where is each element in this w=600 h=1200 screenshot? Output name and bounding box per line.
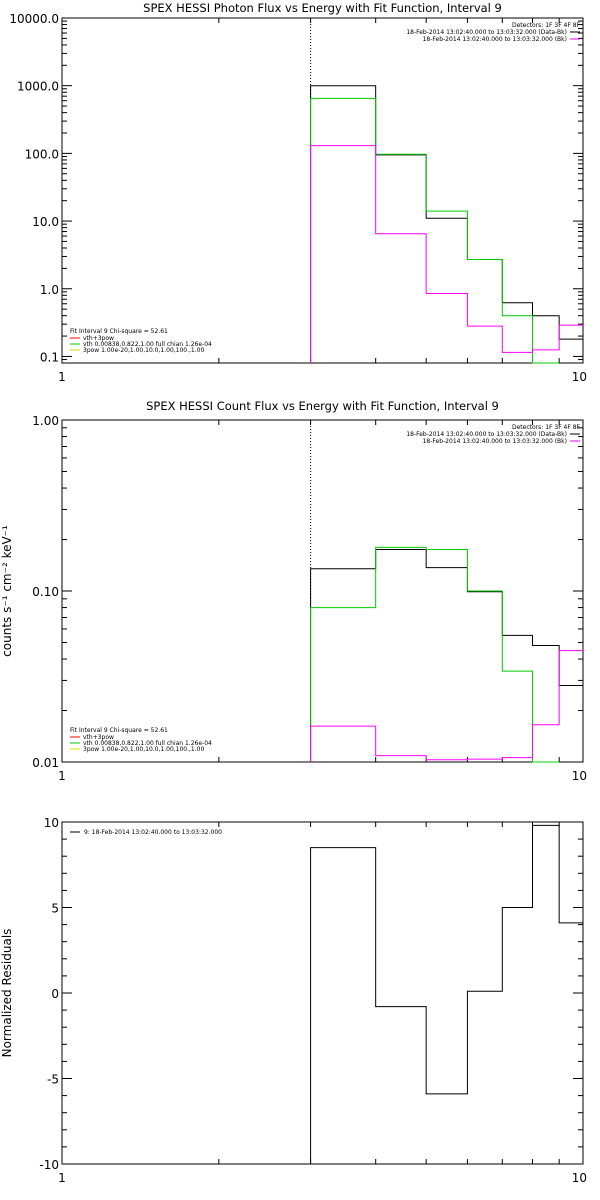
plot-frame	[61, 821, 584, 1165]
x-tick-label: 1	[58, 370, 66, 384]
y-tick-label: 5	[51, 902, 59, 916]
count-flux-panel: SPEX HESSI Count Flux vs Energy with Fit…	[0, 399, 587, 783]
fit-legend-entry: vth+3pow	[83, 734, 114, 741]
series-step-line-0	[310, 85, 583, 363]
chart-title: SPEX HESSI Photon Flux vs Energy with Fi…	[143, 1, 502, 15]
y-tick-label: -10	[39, 1158, 59, 1172]
y-tick-label: -5	[47, 1073, 59, 1087]
plot-frame	[61, 419, 584, 763]
legend-entry: 18-Feb-2014 13:02:40.000 to 13:03:32.000…	[423, 438, 567, 445]
chart-title: SPEX HESSI Count Flux vs Energy with Fit…	[146, 399, 499, 413]
x-tick-label: 10	[572, 769, 587, 783]
y-tick-label: 1.00	[32, 414, 59, 428]
y-tick-label: 0	[51, 987, 59, 1001]
y-axis-label: Normalized Residuals	[0, 929, 14, 1058]
series-step-line-2	[310, 145, 583, 363]
fit-legend-entry: vth 0.00838,0.822,1.00 full chian 1.26e-…	[83, 341, 212, 348]
legend-entry: 18-Feb-2014 13:02:40.000 to 13:03:32.000…	[423, 36, 567, 43]
fit-legend-entry: vth 0.00838,0.822,1.00 full chian 1.26e-…	[83, 740, 212, 747]
x-tick-label: 10	[572, 370, 587, 384]
fit-legend-header: Fit Interval 9 Chi-square = 52.61	[70, 328, 168, 335]
y-axis-label: counts s⁻¹ cm⁻² keV⁻¹	[0, 525, 14, 657]
y-tick-label: 100.0	[25, 147, 59, 161]
y-tick-label: 10	[44, 816, 59, 830]
series-step-line-0	[310, 824, 583, 1164]
y-tick-label: 10000.0	[9, 12, 59, 26]
y-tick-label: 1.0	[40, 283, 59, 297]
detectors-header: Detectors: 1F 3F 4F 8F	[512, 424, 581, 431]
y-tick-label: 0.01	[32, 756, 59, 770]
fit-legend-entry: vth+3pow	[83, 335, 114, 342]
legend-entry: 9: 18-Feb-2014 13:02:40.000 to 13:03:32.…	[84, 829, 222, 836]
plot-frame	[61, 17, 584, 364]
x-tick-label: 1	[58, 769, 66, 783]
fit-legend-header: Fit Interval 9 Chi-square = 52.61	[70, 727, 168, 734]
x-tick-label: 1	[58, 1171, 66, 1185]
series-step-line-2	[310, 650, 583, 762]
y-tick-label: 1000.0	[17, 80, 59, 94]
detectors-header: Detectors: 1F 3F 4F 8F	[512, 22, 581, 29]
series-step-line-1	[310, 97, 560, 364]
legend-entry: 18-Feb-2014 13:02:40.000 to 13:03:32.000…	[406, 29, 567, 36]
series-step-line-0	[310, 548, 583, 762]
fit-legend-entry: 3pow 1.00e-20,1.00,10.0,1.00,100.,1.00	[83, 347, 204, 354]
fit-legend-entry: 3pow 1.00e-20,1.00,10.0,1.00,100.,1.00	[83, 746, 204, 753]
y-tick-label: 0.10	[32, 585, 59, 599]
legend-entry: 18-Feb-2014 13:02:40.000 to 13:03:32.000…	[406, 431, 567, 438]
y-tick-label: 10.0	[32, 215, 59, 229]
x-tick-label: 10	[572, 1171, 587, 1185]
y-tick-label: 0.1	[40, 350, 59, 364]
photon-flux-panel: SPEX HESSI Photon Flux vs Energy with Fi…	[9, 1, 587, 384]
series-step-line-1	[310, 546, 560, 763]
residuals-panel: 1 10 -10 -5 0 5 10 Normalized Residuals 9: 18-Fe…	[0, 816, 587, 1185]
